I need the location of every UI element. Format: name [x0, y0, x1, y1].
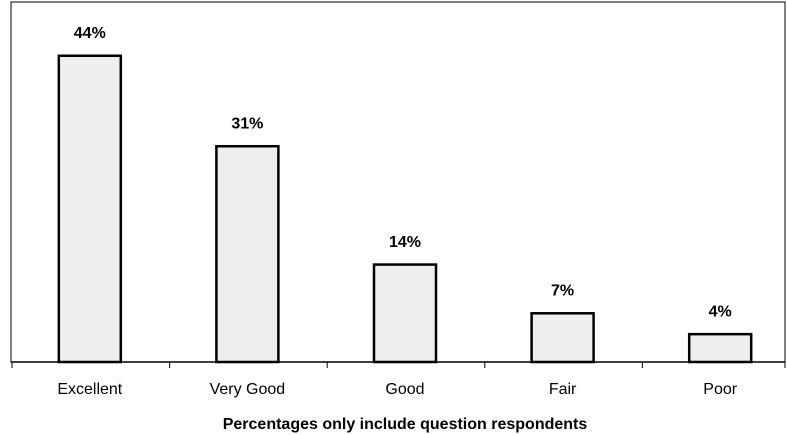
x-tick-label: Very Good — [210, 381, 286, 398]
value-label: 4% — [709, 303, 732, 320]
value-label: 7% — [551, 282, 574, 299]
x-tick-label: Poor — [703, 381, 737, 398]
bar — [687, 332, 753, 364]
bar — [372, 263, 438, 364]
x-axis-title: Percentages only include question respon… — [223, 416, 588, 433]
value-label: 44% — [74, 25, 106, 42]
bar — [215, 144, 280, 364]
x-tick-label: Fair — [549, 381, 577, 398]
value-label: 31% — [231, 115, 263, 132]
x-tick-label: Excellent — [57, 381, 122, 398]
x-tick-label: Good — [385, 381, 424, 398]
bar — [57, 54, 123, 364]
value-label: 14% — [389, 234, 421, 251]
bar — [530, 312, 595, 364]
